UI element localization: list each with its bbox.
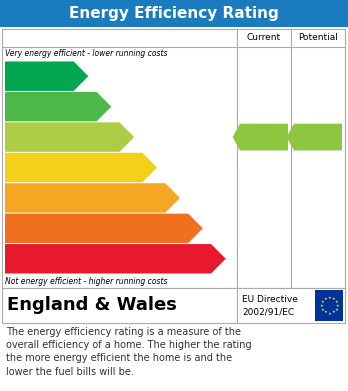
Text: ★: ★ <box>328 312 332 316</box>
Bar <box>0 0 348 27</box>
Text: (81-91): (81-91) <box>8 102 39 111</box>
Text: Energy Efficiency Rating: Energy Efficiency Rating <box>69 6 279 21</box>
Text: (69-80): (69-80) <box>8 133 39 142</box>
Polygon shape <box>5 153 157 182</box>
Text: 75: 75 <box>255 129 276 145</box>
Polygon shape <box>5 61 88 91</box>
Text: EU Directive
2002/91/EC: EU Directive 2002/91/EC <box>242 295 298 316</box>
Text: ★: ★ <box>336 303 340 307</box>
Bar <box>315 290 343 321</box>
Text: ★: ★ <box>321 307 325 312</box>
Polygon shape <box>5 122 134 152</box>
Text: G: G <box>212 252 224 266</box>
Text: 77: 77 <box>309 129 330 145</box>
Text: Very energy efficient - lower running costs: Very energy efficient - lower running co… <box>5 50 167 59</box>
Polygon shape <box>232 124 288 151</box>
Text: D: D <box>143 160 155 174</box>
Text: The energy efficiency rating is a measure of the
overall efficiency of a home. T: The energy efficiency rating is a measur… <box>6 327 252 377</box>
Text: A: A <box>76 69 86 83</box>
Bar <box>2 288 345 323</box>
Text: B: B <box>98 100 109 114</box>
Text: ★: ★ <box>332 296 336 301</box>
Text: (1-20): (1-20) <box>8 254 34 263</box>
Text: ★: ★ <box>335 300 339 303</box>
Bar <box>2 29 345 288</box>
Text: ★: ★ <box>321 300 325 303</box>
Text: ★: ★ <box>324 296 328 301</box>
Text: E: E <box>168 191 178 205</box>
Text: England & Wales: England & Wales <box>7 296 177 314</box>
Text: (39-54): (39-54) <box>8 194 39 203</box>
Text: ★: ★ <box>328 296 332 300</box>
Polygon shape <box>5 183 180 213</box>
Text: (92-100): (92-100) <box>8 72 45 81</box>
Text: Current: Current <box>247 34 281 43</box>
Text: (55-68): (55-68) <box>8 163 39 172</box>
Text: Potential: Potential <box>298 34 338 43</box>
Text: (21-38): (21-38) <box>8 224 39 233</box>
Polygon shape <box>287 124 342 151</box>
Text: ★: ★ <box>335 307 339 312</box>
Text: C: C <box>122 130 132 144</box>
Text: ★: ★ <box>324 310 328 314</box>
Polygon shape <box>5 244 226 273</box>
Text: F: F <box>191 221 201 235</box>
Text: Not energy efficient - higher running costs: Not energy efficient - higher running co… <box>5 276 167 285</box>
Polygon shape <box>5 92 111 121</box>
Text: ★: ★ <box>332 310 336 314</box>
Polygon shape <box>5 213 203 243</box>
Text: ★: ★ <box>320 303 324 307</box>
